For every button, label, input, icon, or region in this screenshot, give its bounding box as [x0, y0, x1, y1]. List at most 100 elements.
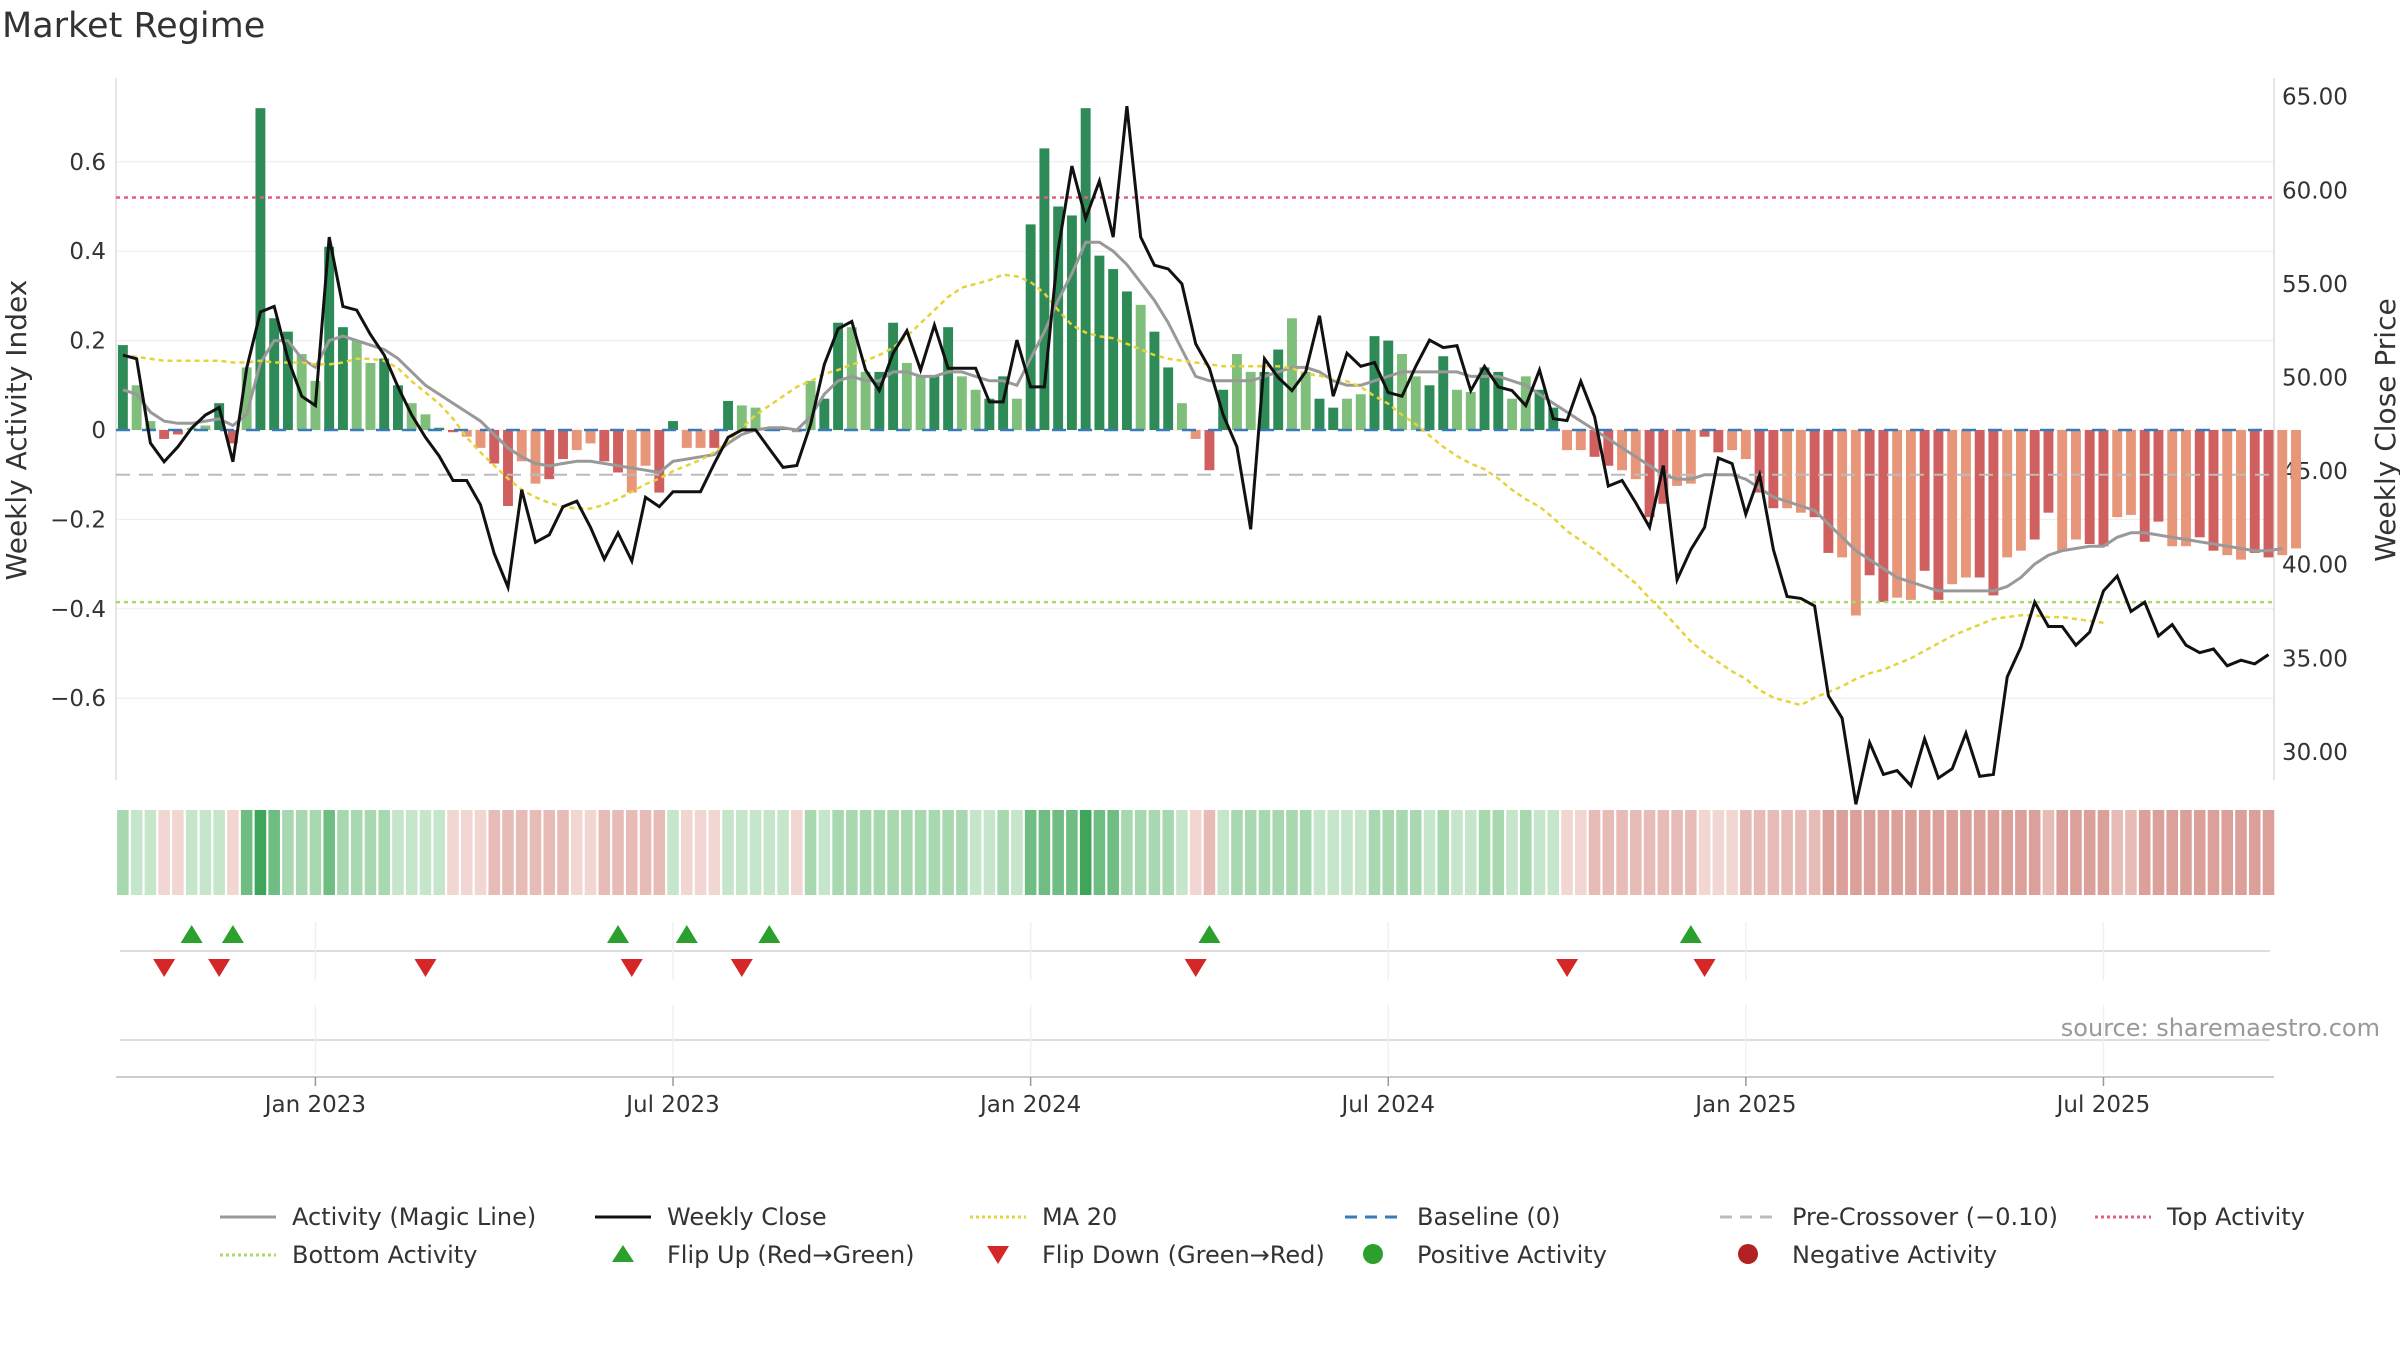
activity-bar	[613, 430, 623, 473]
flip-up-marker	[675, 925, 698, 943]
regime-cell	[158, 810, 170, 895]
activity-bar	[929, 376, 940, 430]
activity-bar	[1025, 224, 1036, 430]
regime-cell	[474, 810, 487, 895]
regime-cell	[1973, 810, 1986, 895]
regime-cell	[2028, 810, 2041, 895]
activity-bar	[1053, 206, 1064, 430]
legend-label: MA 20	[1042, 1203, 1117, 1231]
regime-cell	[1107, 810, 1119, 895]
regime-cell	[1011, 810, 1023, 895]
activity-bar	[1410, 376, 1421, 430]
regime-cell	[2015, 810, 2027, 895]
regime-cell	[873, 810, 886, 895]
regime-cell	[653, 810, 666, 895]
legend-item: Top Activity	[2095, 1203, 2305, 1231]
regime-cell	[1740, 810, 1752, 895]
activity-bar	[145, 421, 156, 430]
regime-cell	[612, 810, 624, 895]
activity-bar	[599, 430, 610, 462]
activity-bar	[1809, 430, 1820, 518]
regime-cell	[1877, 810, 1890, 895]
activity-bar	[970, 389, 981, 430]
regime-cell	[1492, 810, 1505, 895]
regime-cell	[570, 810, 583, 895]
regime-cell	[2221, 810, 2234, 895]
regime-cell	[804, 810, 817, 895]
activity-bar	[269, 318, 280, 430]
regime-cell	[681, 810, 693, 895]
regime-cell	[818, 810, 831, 895]
activity-bar	[1988, 430, 1999, 596]
legend-item: MA 20	[970, 1203, 1117, 1231]
activity-bar	[1479, 367, 1490, 430]
regime-cell	[997, 810, 1009, 895]
regime-cell	[1863, 810, 1876, 895]
regime-cell	[1299, 810, 1312, 895]
regime-cell	[364, 810, 377, 895]
activity-bar	[860, 371, 871, 430]
activity-bar	[833, 322, 844, 430]
regime-cell	[969, 810, 982, 895]
activity-bar	[1823, 430, 1834, 553]
regime-cell	[447, 810, 459, 895]
activity-bar	[585, 430, 596, 444]
regime-cell	[846, 810, 858, 895]
regime-cell	[1052, 810, 1064, 895]
regime-cell	[130, 810, 143, 895]
regime-cell	[1602, 810, 1615, 895]
chart-title: Market Regime	[2, 6, 266, 46]
regime-cell	[460, 810, 473, 895]
activity-bar	[1190, 430, 1201, 439]
legend-label: Pre-Crossover (−0.10)	[1792, 1203, 2058, 1231]
regime-cell	[1918, 810, 1931, 895]
regime-cell	[2235, 810, 2247, 895]
activity-bar	[1039, 148, 1050, 430]
regime-cell	[1162, 810, 1174, 895]
activity-bar	[1630, 430, 1641, 480]
activity-bar	[1397, 354, 1407, 430]
activity-bar	[2277, 430, 2288, 556]
activity-bar	[1878, 430, 1889, 603]
regime-cell	[515, 810, 528, 895]
y2-tick-label: 65.00	[2282, 85, 2348, 111]
activity-bar	[461, 430, 472, 437]
regime-cell	[1286, 810, 1298, 895]
activity-bar	[2236, 430, 2246, 560]
legend-label: Weekly Close	[667, 1203, 827, 1231]
regime-cell	[722, 810, 734, 895]
regime-cell	[983, 810, 996, 895]
activity-bar	[241, 367, 252, 430]
regime-cell	[1272, 810, 1284, 895]
activity-bar	[1603, 430, 1614, 466]
flip-up-marker	[1198, 925, 1221, 943]
activity-bar	[1713, 430, 1724, 453]
activity-bar	[2015, 430, 2026, 551]
activity-bar	[1617, 430, 1628, 471]
y-tick-label: 0	[91, 418, 106, 444]
legend-item: Baseline (0)	[1345, 1203, 1560, 1231]
activity-bar	[2291, 430, 2301, 549]
activity-bar	[736, 405, 747, 430]
activity-bar	[956, 376, 967, 430]
regime-cell	[227, 810, 239, 895]
regime-cell	[1987, 810, 2000, 895]
x-tick-label: Jul 2024	[1339, 1092, 1435, 1118]
regime-cell	[1836, 810, 1848, 895]
regime-cell	[928, 810, 941, 895]
activity-bar	[1575, 430, 1586, 451]
flip-up-marker	[1679, 925, 1702, 943]
activity-bar	[1672, 430, 1683, 486]
activity-bar	[2112, 430, 2123, 518]
regime-cell	[1409, 810, 1422, 895]
activity-bar	[1314, 398, 1325, 430]
activity-bar	[695, 430, 706, 448]
regime-cell	[1533, 810, 1546, 895]
activity-bar	[1231, 354, 1242, 430]
regime-cell	[268, 810, 280, 895]
regime-cell	[763, 810, 776, 895]
activity-bar	[365, 362, 376, 430]
regime-cell	[777, 810, 789, 895]
activity-bar	[544, 430, 555, 480]
activity-bar	[1300, 371, 1311, 430]
